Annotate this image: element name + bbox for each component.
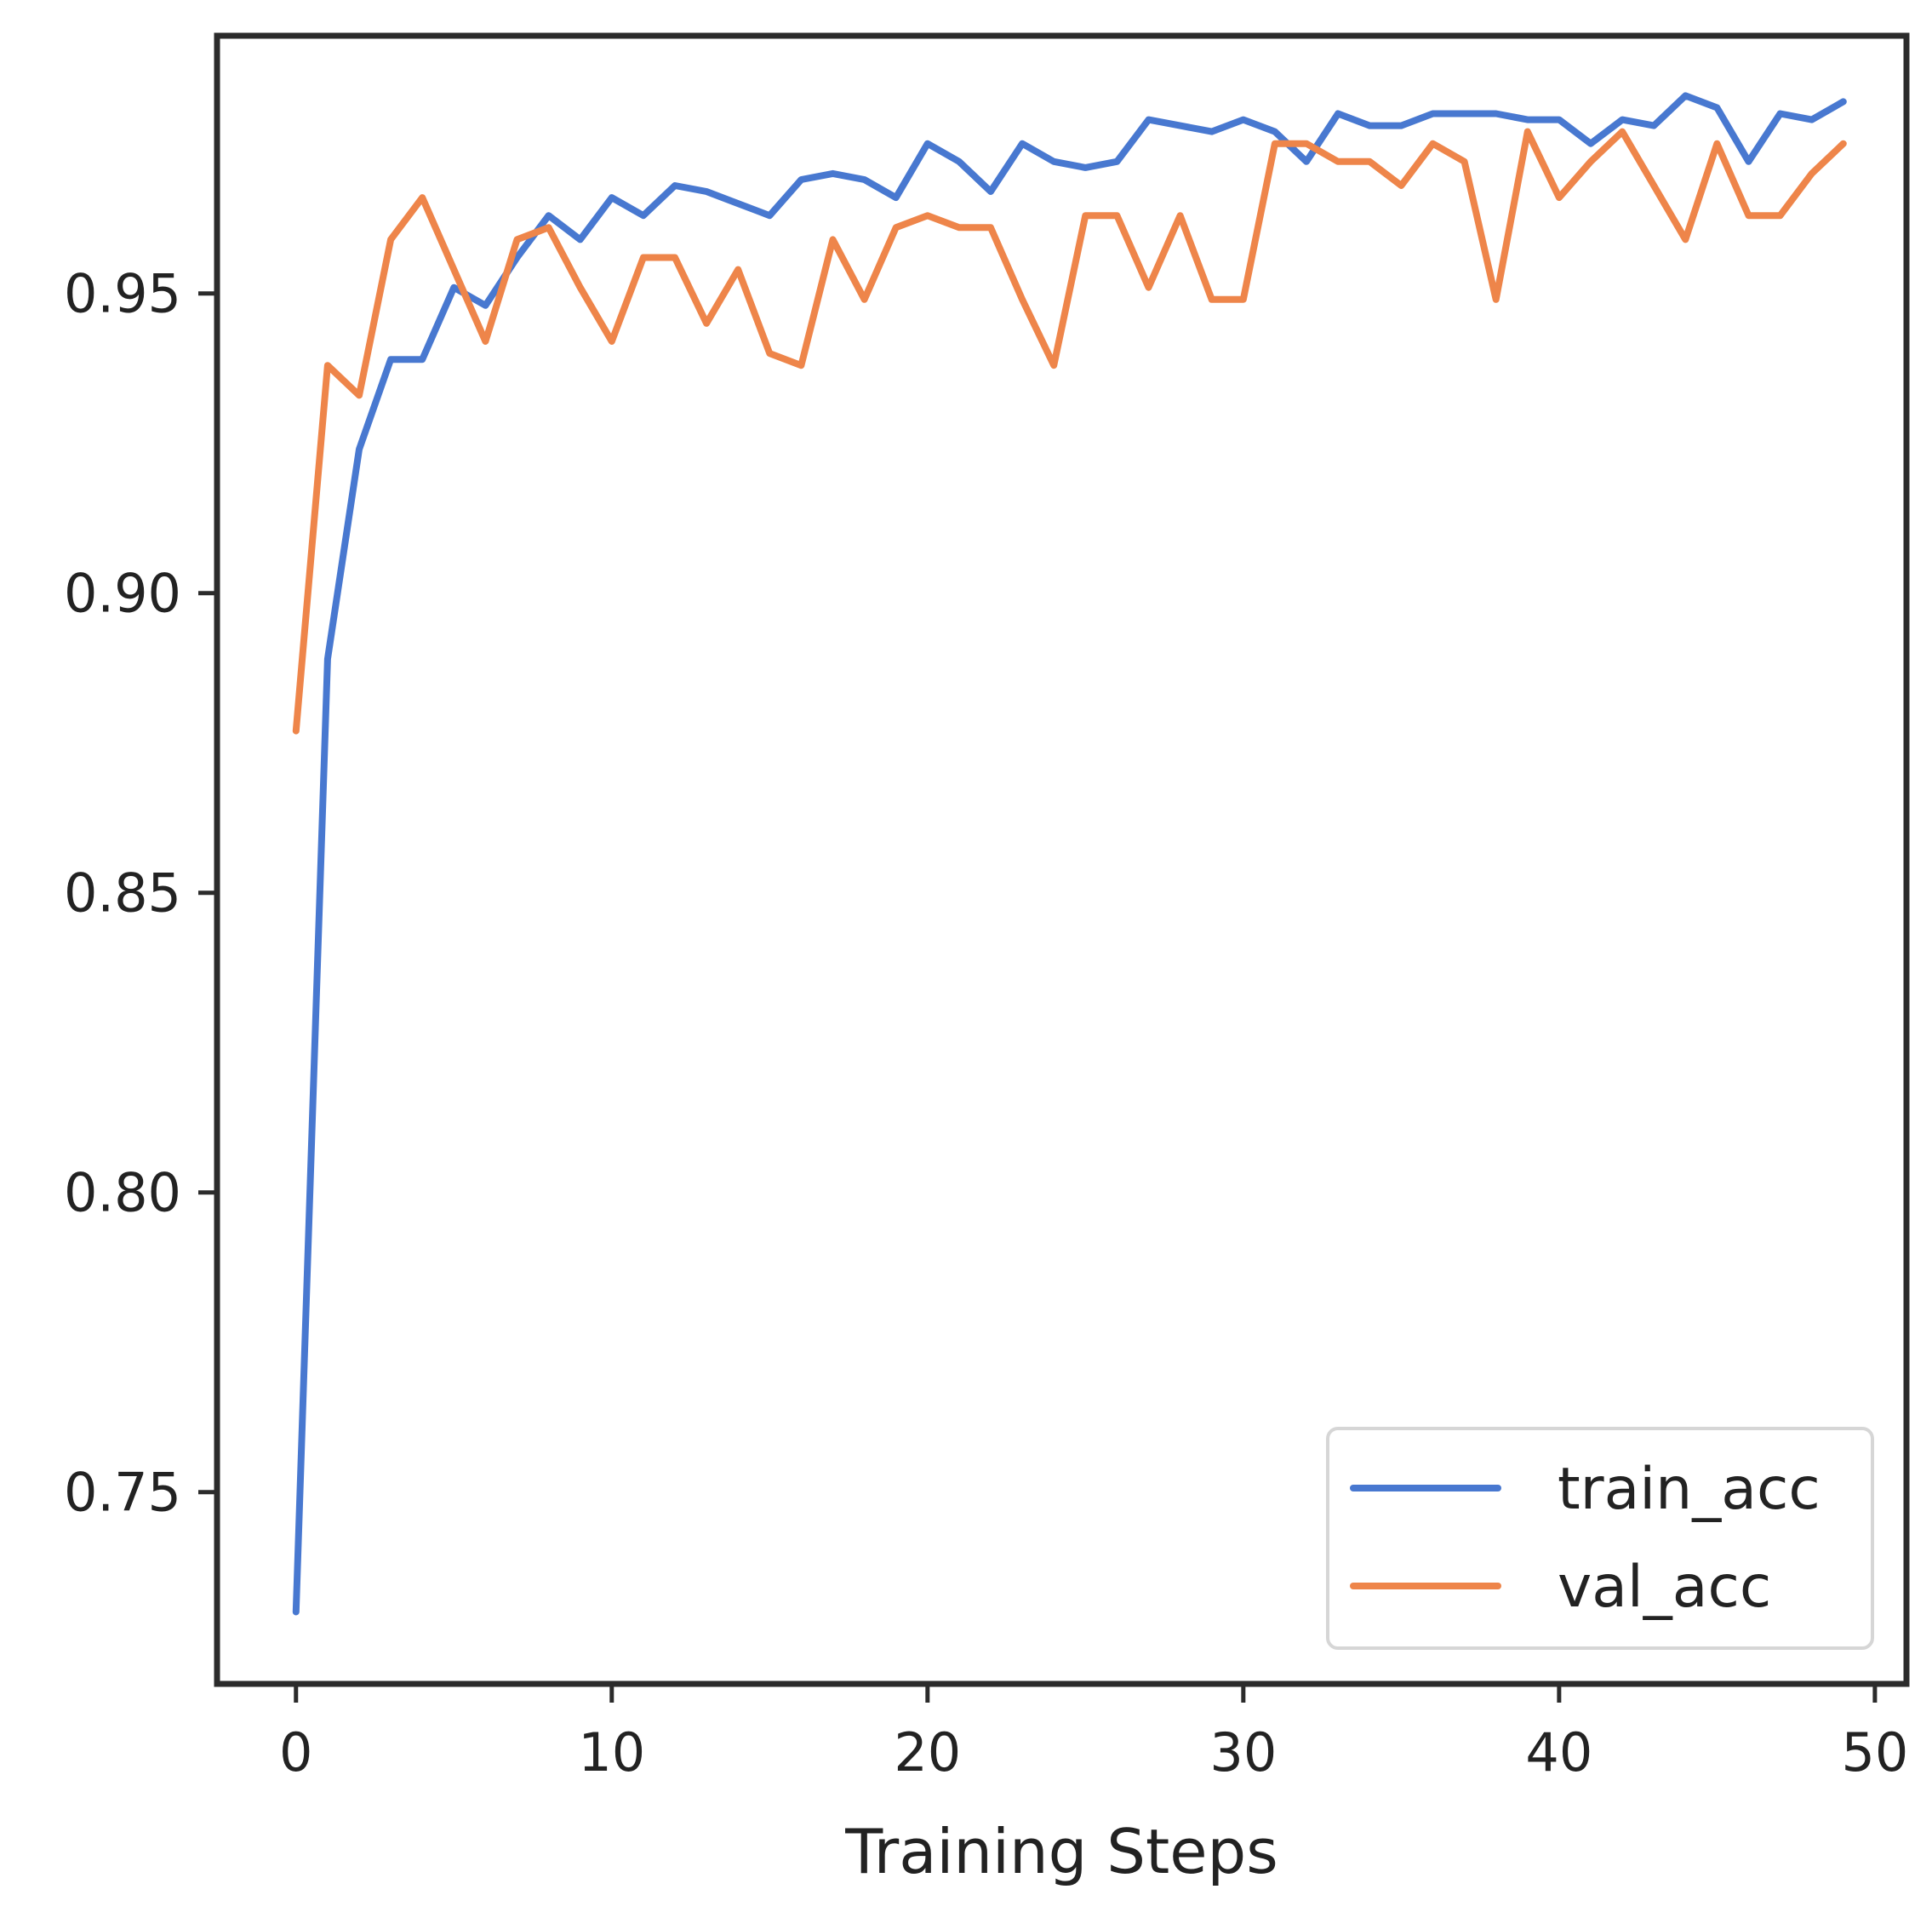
- x-tick-label: 0: [279, 1721, 312, 1783]
- x-tick-label: 40: [1525, 1721, 1592, 1783]
- x-tick-label: 30: [1209, 1721, 1277, 1783]
- series-line-val-acc: [292, 128, 1847, 735]
- series-layer: [292, 92, 1847, 1616]
- y-tick-label: 0.80: [64, 1162, 181, 1224]
- x-tick-label: 20: [894, 1721, 961, 1783]
- legend: train_acc val_acc: [1326, 1427, 1874, 1650]
- legend-box: [1326, 1427, 1874, 1650]
- x-axis-title: Training Steps: [844, 1816, 1278, 1887]
- y-tick-label: 0.95: [64, 263, 181, 325]
- legend-label: val_acc: [1558, 1554, 1771, 1621]
- x-tick-label: 50: [1841, 1721, 1908, 1783]
- legend-label: train_acc: [1558, 1456, 1821, 1523]
- ticks-layer: 0 10 20 30 40 50 0.75 0.80 0.85 0.90 0.95: [64, 263, 1908, 1783]
- y-tick-label: 0.90: [64, 563, 181, 625]
- y-tick-label: 0.75: [64, 1462, 181, 1524]
- series-line-train-acc: [292, 92, 1847, 1616]
- plot-frame: [214, 32, 1910, 1687]
- x-tick-label: 10: [578, 1721, 645, 1783]
- y-tick-label: 0.85: [64, 862, 181, 925]
